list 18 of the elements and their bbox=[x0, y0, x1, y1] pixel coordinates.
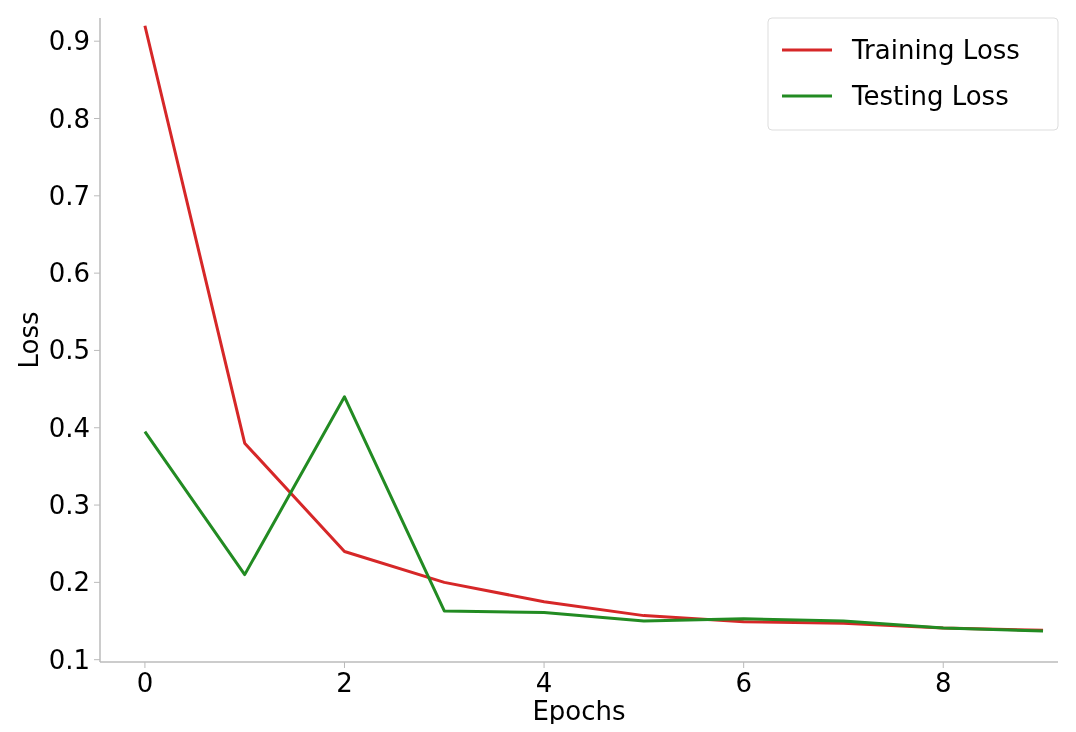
legend-label: Training Loss bbox=[851, 35, 1020, 65]
y-axis-title: Loss bbox=[14, 311, 44, 369]
y-tick-label: 0.5 bbox=[48, 335, 90, 366]
x-tick-label: 8 bbox=[934, 668, 952, 698]
x-tick-label: 0 bbox=[136, 668, 154, 698]
legend-label: Testing Loss bbox=[851, 81, 1009, 111]
y-tick-label: 0.3 bbox=[48, 490, 90, 521]
x-tick-label: 2 bbox=[336, 668, 353, 698]
x-tick-label: 4 bbox=[535, 668, 553, 698]
y-tick-label: 0.9 bbox=[48, 26, 90, 57]
y-tick-label: 0.1 bbox=[48, 644, 90, 675]
y-tick-label: 0.4 bbox=[48, 412, 90, 443]
x-tick-label: 6 bbox=[735, 668, 752, 698]
y-tick-label: 0.2 bbox=[48, 567, 90, 598]
line-series bbox=[143, 395, 1045, 633]
y-tick-label: 0.8 bbox=[48, 103, 90, 134]
y-tick-label: 0.7 bbox=[48, 180, 90, 211]
y-tick-label: 0.6 bbox=[48, 258, 90, 289]
